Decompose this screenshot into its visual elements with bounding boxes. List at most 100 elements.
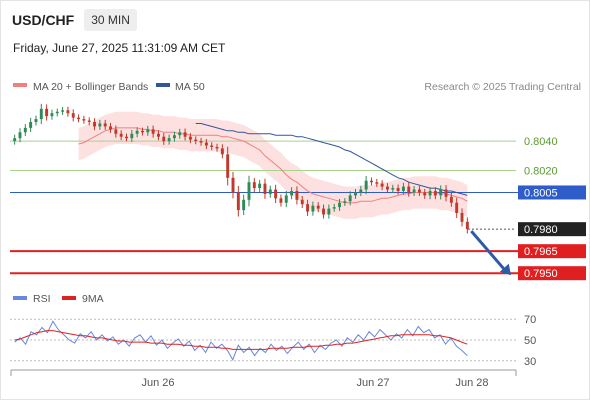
candle-body-8: [55, 111, 59, 114]
forecast-arrow-shaft: [470, 230, 507, 272]
level-label-5: 0.7950: [524, 268, 558, 280]
candle-body-59: [327, 208, 331, 215]
timeframe-badge[interactable]: 30 MIN: [84, 9, 137, 31]
x-tick-2: Jun 28: [455, 377, 488, 389]
ma50-legend-label: MA 50: [175, 81, 205, 93]
candle-body-35: [199, 141, 203, 143]
timestamp: Friday, June 27, 2025 11:31:09 AM CET: [13, 41, 226, 55]
candle-body-34: [194, 139, 198, 142]
candle-body-64: [354, 192, 357, 196]
candle-body-82: [449, 196, 453, 203]
candle-body-32: [183, 132, 187, 137]
candle-body-56: [311, 205, 315, 212]
candle-body-38: [215, 146, 219, 149]
candle-body-69: [380, 183, 384, 187]
candle-body-63: [348, 195, 352, 202]
candle-body-49: [274, 189, 278, 199]
candle-body-65: [359, 189, 363, 193]
rsi-tick-30: 30: [524, 356, 536, 368]
candle-body-41: [231, 177, 235, 193]
candle-body-60: [332, 207, 336, 209]
level-label-0: 0.8040: [524, 136, 558, 148]
candle-body-22: [130, 133, 134, 139]
candle-body-39: [220, 148, 224, 155]
candle-body-62: [343, 201, 347, 203]
candle-body-14: [87, 120, 91, 123]
symbol-label: USD/CHF: [12, 12, 75, 28]
candle-body-24: [141, 130, 144, 133]
candle-body-21: [125, 136, 128, 139]
candle-body-18: [109, 126, 112, 130]
candle-body-30: [172, 135, 176, 139]
candle-body-58: [322, 208, 326, 215]
level-label-box-4: [518, 244, 586, 259]
candle-body-80: [439, 189, 443, 196]
candle-body-25: [146, 129, 150, 133]
candle-body-72: [396, 188, 400, 191]
candle-body-33: [188, 136, 192, 140]
candle-body-28: [162, 136, 166, 142]
candle-body-19: [114, 129, 118, 134]
candle-body-83: [455, 202, 459, 214]
x-tick-0: Jun 26: [141, 377, 174, 389]
candle-body-74: [407, 186, 411, 193]
level-label-box-5: [518, 266, 586, 281]
rsi-legend-label: RSI: [33, 293, 51, 305]
candle-body-31: [178, 132, 182, 136]
candle-body-17: [103, 123, 107, 127]
candle-body-1: [18, 132, 22, 139]
candle-body-36: [204, 142, 208, 146]
candle-body-27: [156, 133, 160, 137]
candle-body-55: [306, 204, 310, 212]
candle-body-40: [226, 154, 230, 178]
candle-body-51: [284, 195, 288, 203]
candle-body-81: [444, 189, 448, 197]
candle-body-48: [268, 189, 272, 194]
chart-header: USD/CHF 30 MIN: [12, 8, 137, 32]
candle-body-84: [460, 213, 464, 222]
candle-body-23: [135, 130, 139, 134]
candle-body-57: [316, 205, 320, 209]
rsi-series-0: [14, 320, 468, 361]
level-label-box-2: [518, 185, 586, 200]
candle-body-61: [338, 202, 341, 208]
candle-body-12: [77, 117, 81, 120]
candle-body-42: [236, 192, 240, 211]
candle-body-29: [167, 138, 171, 142]
candle-body-2: [23, 127, 27, 133]
attribution: Research © 2025 Trading Central: [424, 81, 581, 93]
candle-body-79: [433, 191, 437, 196]
candle-body-45: [252, 182, 256, 189]
ma50-line: [195, 123, 468, 196]
rsi-tick-70: 70: [524, 314, 536, 326]
candle-body-47: [263, 183, 267, 194]
level-label-4: 0.7965: [524, 246, 558, 258]
candle-body-52: [290, 191, 294, 196]
candle-body-53: [295, 191, 299, 200]
candle-body-16: [98, 123, 102, 127]
candle-body-68: [375, 182, 379, 184]
ma20-legend-swatch: [13, 83, 27, 87]
ma20-legend-label: MA 20 + Bollinger Bands: [33, 81, 148, 93]
candle-body-3: [29, 122, 33, 128]
level-label-3: 0.7980: [524, 224, 558, 236]
level-label-box-3: [518, 222, 586, 237]
candle-body-75: [412, 189, 416, 193]
candle-body-50: [279, 198, 283, 203]
forecast-arrow-head: [499, 263, 511, 276]
candle-body-67: [370, 180, 373, 183]
candle-body-15: [93, 122, 97, 127]
candle-body-73: [401, 186, 405, 191]
level-label-1: 0.8020: [524, 165, 558, 177]
ma50-legend-swatch: [156, 83, 170, 87]
candle-body-54: [300, 199, 304, 205]
candle-body-70: [385, 186, 389, 190]
candle-body-0: [13, 138, 17, 142]
candle-body-66: [364, 180, 368, 190]
candle-body-4: [34, 119, 38, 123]
candle-body-10: [66, 110, 70, 114]
x-tick-1: Jun 27: [356, 377, 389, 389]
rsi-ma-legend-swatch: [62, 296, 76, 300]
ma20-line: [78, 127, 468, 204]
